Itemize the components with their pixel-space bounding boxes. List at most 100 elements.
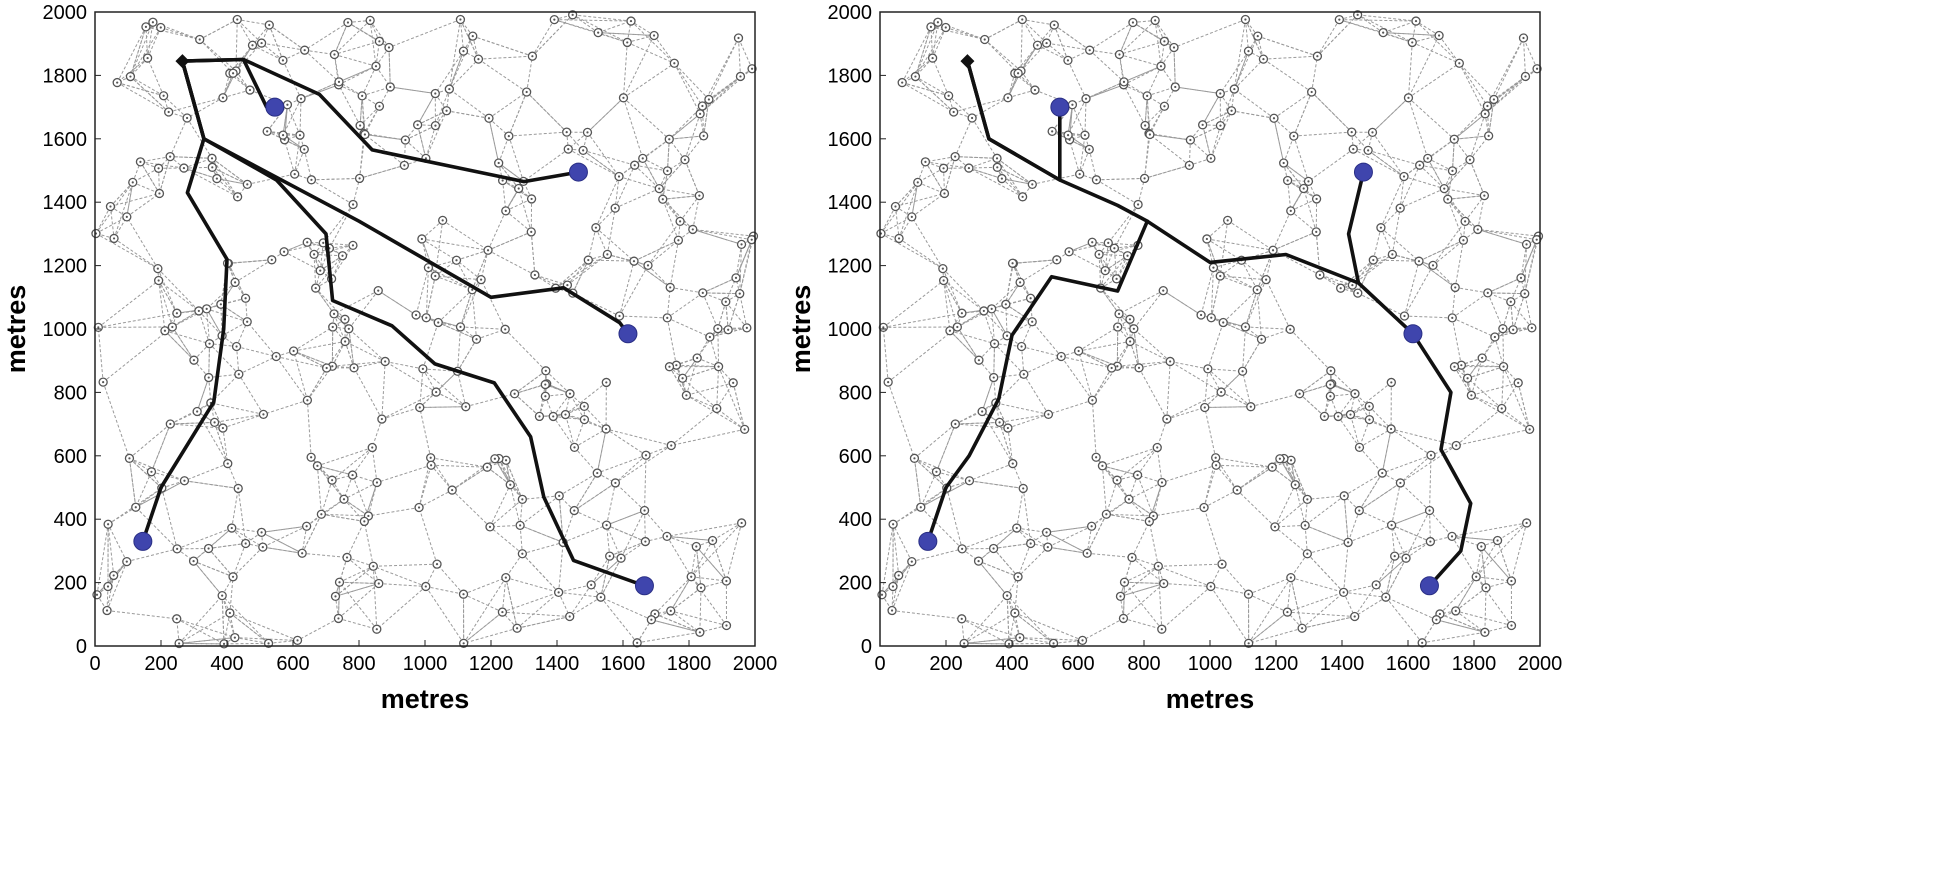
network-edge: [567, 254, 608, 286]
left-markers: [133, 54, 654, 596]
network-edge: [993, 373, 1024, 379]
network-edge: [448, 58, 479, 90]
network-edge: [1357, 14, 1384, 34]
network-edge: [1380, 227, 1420, 262]
network-edge: [418, 507, 438, 565]
network-edge: [1106, 513, 1150, 522]
network-edge: [956, 326, 980, 361]
network-edge: [498, 162, 520, 189]
sensor-node-center: [1118, 53, 1121, 56]
network-edge: [229, 612, 269, 644]
y-tick-label: 400: [839, 509, 872, 531]
sensor-node-center: [614, 481, 617, 485]
network-edge: [1453, 113, 1486, 140]
network-edge: [1046, 531, 1088, 554]
network-edge: [1301, 591, 1344, 629]
sensor-node-center: [175, 312, 178, 315]
network-edge: [1510, 301, 1533, 329]
network-edge: [335, 565, 374, 597]
network-edge: [107, 524, 115, 576]
network-edge: [1079, 135, 1086, 175]
network-edge: [234, 259, 273, 283]
network-edge: [1304, 524, 1349, 543]
network-edge: [1170, 360, 1208, 370]
network-edge: [887, 326, 958, 383]
network-edge: [1484, 76, 1526, 115]
sensor-node-center: [1018, 281, 1022, 284]
network-edge: [1475, 546, 1482, 577]
network-edge: [1487, 292, 1525, 295]
network-edge: [1452, 317, 1496, 338]
sensor-node-center: [1126, 254, 1129, 257]
network-edge: [227, 263, 247, 299]
sensor-node-center: [894, 205, 897, 208]
sensor-node-center: [530, 197, 533, 201]
sensor-node-center: [1144, 124, 1147, 127]
sensor-node-center: [1307, 180, 1310, 183]
network-edge: [971, 117, 998, 159]
sensor-node-center: [1113, 247, 1116, 250]
sensor-node-center: [1390, 381, 1393, 384]
sensor-node-center: [341, 254, 344, 257]
sensor-node-center: [1163, 40, 1166, 43]
network-edge: [572, 14, 599, 34]
network-edge: [943, 280, 985, 312]
sensor-node-center: [169, 155, 172, 158]
network-edge: [364, 106, 380, 135]
sensor-node-center: [185, 116, 189, 120]
network-edge: [1358, 482, 1401, 511]
network-edge: [1456, 428, 1530, 446]
network-edge: [1316, 19, 1340, 57]
network-edge: [106, 561, 128, 611]
sensor-node-center: [1159, 65, 1163, 68]
network-edge: [1248, 577, 1292, 644]
network-edge: [1047, 546, 1088, 554]
network-edge: [670, 587, 702, 612]
network-edge: [369, 20, 390, 48]
sensor-node-center: [1358, 509, 1361, 512]
network-edge: [1451, 317, 1462, 366]
sensor-node-center: [325, 366, 328, 370]
network-edge: [116, 26, 147, 83]
network-edge: [574, 428, 607, 448]
sensor-node-center: [1464, 220, 1467, 223]
sensor-node-center: [213, 421, 216, 424]
network-edge: [1248, 577, 1292, 595]
sensor-node-center: [666, 316, 669, 319]
network-edge: [130, 76, 170, 113]
network-edge: [1148, 521, 1159, 567]
network-edge: [671, 428, 745, 446]
sensor-node-center: [347, 327, 350, 330]
sensor-node-center: [351, 244, 355, 247]
network-edge: [1096, 177, 1145, 181]
network-edge: [1160, 47, 1175, 67]
sensor-node-center: [1367, 149, 1370, 152]
network-edge: [1067, 104, 1073, 136]
sensor-node-center: [1304, 524, 1307, 527]
network-edge: [206, 308, 248, 323]
network-edge: [925, 161, 969, 169]
network-edge: [619, 315, 668, 319]
network-edge: [1261, 328, 1291, 340]
network-edge: [170, 402, 212, 425]
network-edge: [263, 399, 308, 415]
sensor-node-center: [669, 609, 672, 613]
network-edge: [692, 228, 754, 237]
network-edge: [993, 542, 1031, 549]
network-edge: [1451, 536, 1477, 577]
network-edge: [1383, 32, 1440, 36]
network-edge: [1114, 244, 1139, 249]
network-edge: [216, 178, 248, 185]
sensor-node-center: [725, 579, 728, 583]
network-edge: [1303, 188, 1317, 233]
network-edge: [606, 208, 616, 255]
sensor-node-center: [1528, 428, 1531, 431]
network-edge: [472, 35, 533, 57]
network-edge: [352, 447, 373, 476]
sensor-node-center: [1004, 303, 1007, 306]
network-edge: [574, 510, 607, 526]
sensor-node-center: [1353, 392, 1357, 395]
network-edge: [102, 381, 130, 459]
network-edge: [487, 231, 532, 251]
network-edge: [1368, 406, 1392, 430]
